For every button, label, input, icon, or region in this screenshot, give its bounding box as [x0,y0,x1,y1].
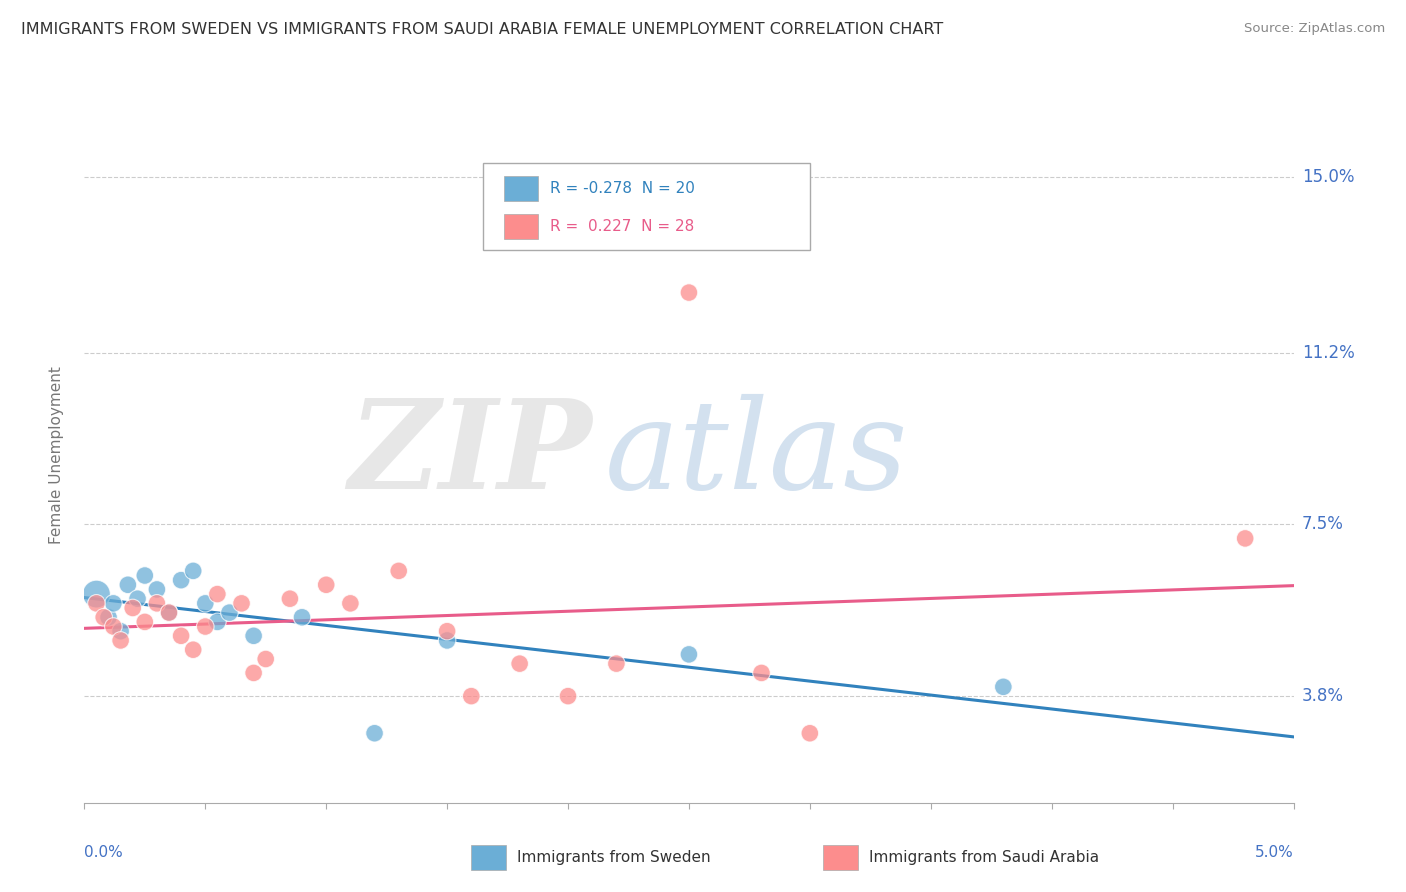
Point [170,573,193,587]
Point [134,615,156,629]
Text: 5.0%: 5.0% [1254,845,1294,860]
Point [315,578,337,592]
Point [157,606,180,620]
Text: Source: ZipAtlas.com: Source: ZipAtlas.com [1244,22,1385,36]
Point [231,596,253,610]
Text: 11.2%: 11.2% [1302,344,1354,362]
Point [86,596,108,610]
Text: 7.5%: 7.5% [1302,516,1344,533]
Point [678,648,700,662]
Point [207,587,229,601]
Text: atlas: atlas [605,394,908,516]
Point [134,568,156,582]
Text: ZIP: ZIP [349,394,592,516]
Text: Immigrants from Sweden: Immigrants from Sweden [517,850,711,864]
Point [86,587,108,601]
Text: Immigrants from Saudi Arabia: Immigrants from Saudi Arabia [869,850,1099,864]
Point [242,629,264,643]
Text: R = -0.278  N = 20: R = -0.278 N = 20 [550,181,695,196]
Point [194,596,217,610]
Point [1234,532,1257,546]
Point [363,726,385,740]
Point [557,689,579,703]
Point [157,606,180,620]
Text: 3.8%: 3.8% [1302,687,1344,705]
FancyBboxPatch shape [503,176,538,201]
Point [121,601,143,615]
Point [751,665,773,680]
Point [110,624,132,639]
Point [278,591,301,606]
Point [242,665,264,680]
Point [97,610,120,624]
Point [799,726,821,740]
Point [339,596,361,610]
Point [110,633,132,648]
Point [103,619,125,633]
Point [181,642,204,657]
Point [291,610,314,624]
Point [127,591,149,606]
Point [509,657,531,671]
Text: R =  0.227  N = 28: R = 0.227 N = 28 [550,219,695,234]
Point [460,689,482,703]
Point [993,680,1015,694]
Y-axis label: Female Unemployment: Female Unemployment [49,366,63,544]
Point [218,606,240,620]
Point [194,619,217,633]
Point [170,629,193,643]
Point [117,578,139,592]
Point [436,624,458,639]
FancyBboxPatch shape [484,162,810,250]
Text: IMMIGRANTS FROM SWEDEN VS IMMIGRANTS FROM SAUDI ARABIA FEMALE UNEMPLOYMENT CORRE: IMMIGRANTS FROM SWEDEN VS IMMIGRANTS FRO… [21,22,943,37]
Point [388,564,411,578]
Point [436,633,458,648]
Point [605,657,627,671]
Point [207,615,229,629]
Text: 0.0%: 0.0% [84,845,124,860]
Point [254,652,277,666]
FancyBboxPatch shape [503,214,538,239]
Point [146,596,169,610]
Point [93,610,115,624]
Point [678,285,700,300]
Point [146,582,169,597]
Point [103,596,125,610]
Text: 15.0%: 15.0% [1302,168,1354,186]
Point [181,564,204,578]
